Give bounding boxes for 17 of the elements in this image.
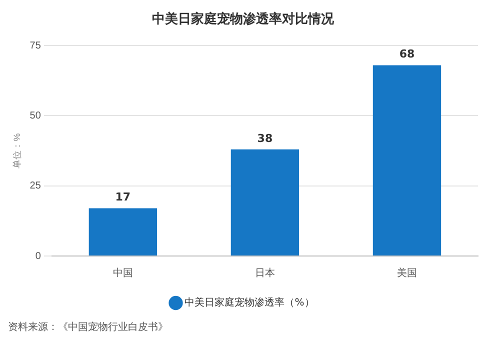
x-tick-label: 日本 (254, 266, 275, 279)
y-tick-label: 0 (35, 250, 42, 262)
bar (372, 65, 442, 256)
y-tick-label: 75 (30, 40, 42, 52)
x-tick-label: 中国 (112, 266, 133, 279)
bar (230, 149, 300, 256)
data-label: 38 (257, 132, 273, 145)
bar (88, 208, 158, 256)
legend-label: 中美日家庭宠物渗透率（%） (184, 296, 314, 309)
data-label: 17 (115, 190, 131, 204)
y-tick-label: 50 (30, 110, 42, 122)
data-label: 68 (399, 48, 415, 61)
chart-title: 中美日家庭宠物渗透率对比情况 (152, 11, 335, 28)
text: 资料来源：《中国宠物行业白皮书》 (8, 320, 169, 334)
y-tick-label: 25 (30, 180, 42, 192)
x-tick-label: 美国 (396, 266, 417, 279)
y-axis-title: 单位：% (12, 133, 22, 168)
